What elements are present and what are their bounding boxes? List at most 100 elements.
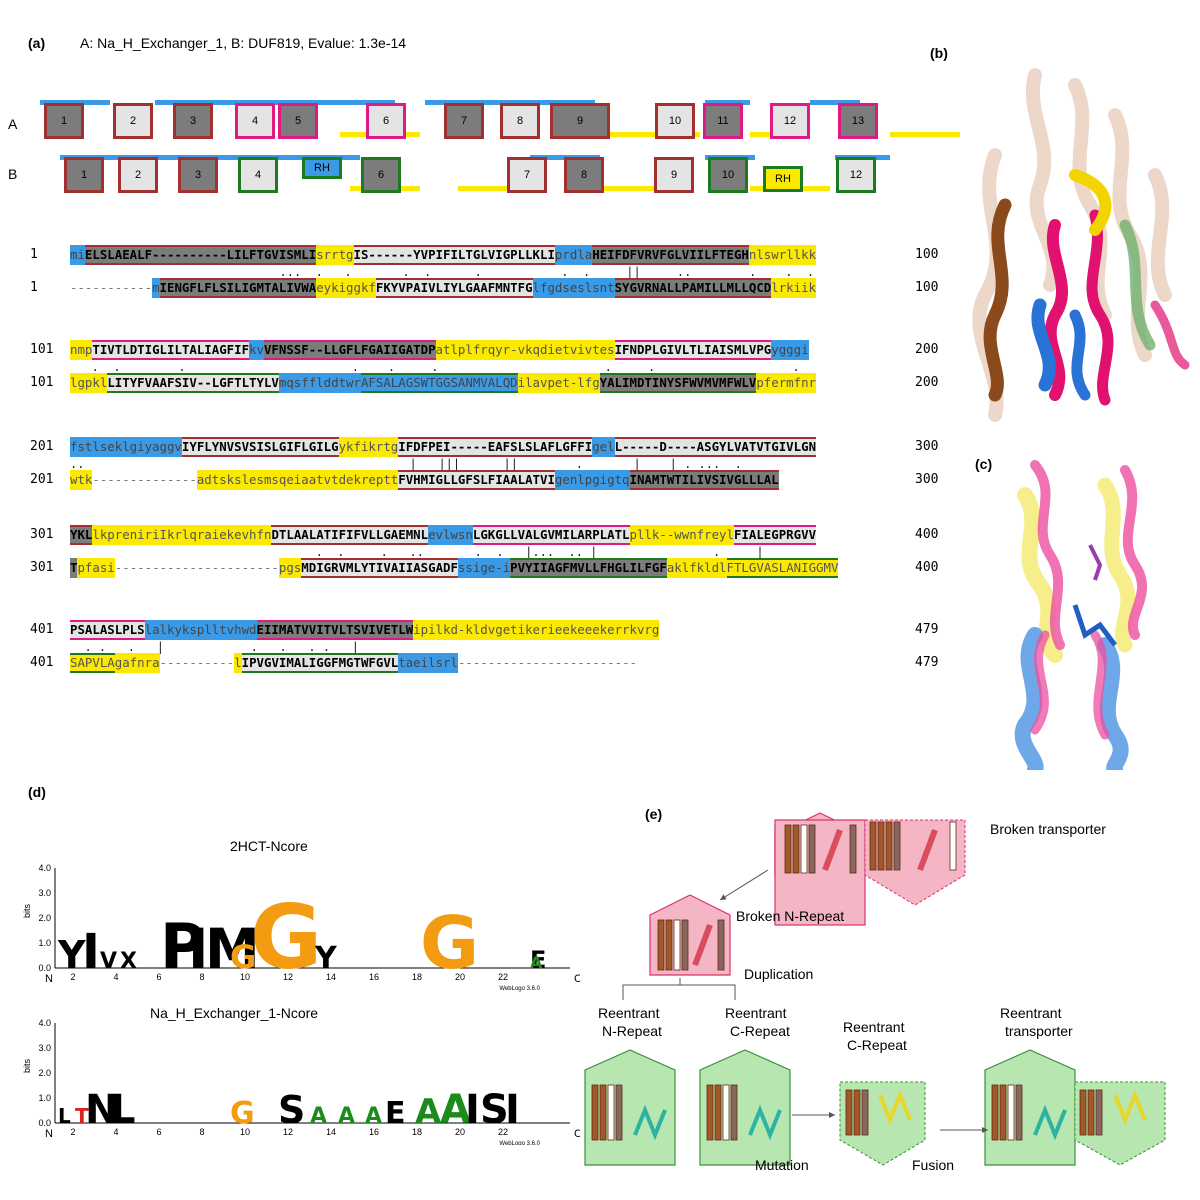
- sequence-b: SAPVLAgafnra----------lIPVGVIMALIGGFMGTW…: [70, 653, 637, 673]
- seq-start-number: 101: [30, 375, 54, 390]
- seq-end-number: 479: [915, 622, 939, 637]
- logo-xtick: 16: [369, 1127, 379, 1137]
- topo-b-helix-4: 4: [238, 157, 278, 193]
- seq-start-number: 301: [30, 560, 54, 575]
- sequence-segment: adtskslesmsqeiaatvtdekreptt: [196, 470, 399, 490]
- seq-start-number: 101: [30, 342, 54, 357]
- seq-start-number: 401: [30, 622, 54, 637]
- sequence-segment: HEIFDFVRVFGLVIILFTEGH: [592, 245, 749, 265]
- sequence-segment: ilavpet-lfg: [517, 373, 600, 393]
- topo-b-helix-8: 8: [564, 157, 604, 193]
- logo-xtick: 6: [156, 1127, 161, 1137]
- sequence-segment: nlswrllkk: [748, 245, 817, 265]
- logo-n-label: N: [45, 1128, 53, 1140]
- sequence-segment: pfasi: [77, 558, 115, 578]
- alignment-row-b: 301 Tpfasi----------------------pgsMDIGRV…: [30, 558, 960, 580]
- topo-a-line: [890, 132, 960, 137]
- topo-a-line: [705, 100, 750, 105]
- topo-a-helix-7: 7: [444, 103, 484, 139]
- sequence-segment: LGKGLLVALGVMILARPLATL: [472, 525, 630, 545]
- sequence-segment: SYGVRNALLPAMILLMLLQCD: [614, 278, 772, 298]
- logo-xtick: 4: [113, 972, 118, 982]
- logo-xtick: 14: [326, 1127, 336, 1137]
- panel-e-label: (e): [645, 806, 663, 822]
- logo-xtick: 10: [240, 972, 250, 982]
- logo-letter: I: [465, 1087, 480, 1133]
- logo-letter: E: [385, 1096, 406, 1131]
- panel-c-label: (c): [975, 456, 993, 472]
- logo-xtick: 16: [369, 972, 379, 982]
- topo-a-helix-10: 10: [655, 103, 695, 139]
- sequence-segment: EIIMATVVITVLTSVIVETLW: [256, 620, 414, 640]
- topo-b-line: [600, 186, 660, 191]
- alignment-row-b: 101 lgpklLITYFVAAFSIV--LGFTLTYLVmqsfflddt…: [30, 373, 960, 395]
- sequence-segment: FKYVPAIVLIYLGAAFMNTFG: [375, 278, 533, 298]
- logo-letter: G: [230, 938, 256, 976]
- sequence-b: Tpfasi----------------------pgsMDIGRVMLY…: [70, 558, 839, 578]
- seq-start-number: 1: [30, 280, 38, 295]
- logo-letter: L: [110, 1087, 136, 1133]
- logo-letter: T: [75, 1104, 89, 1128]
- topo-a-helix-1: 1: [44, 103, 84, 139]
- topo-b-helix-1: 1: [64, 157, 104, 193]
- alignment-match-line: .. | ||| || . | | . ... .: [70, 457, 742, 471]
- logo-xtick: 20: [455, 972, 465, 982]
- reentrant-c-repeat2-line1: Reentrant: [843, 1019, 905, 1035]
- logo-yaxis-label: bits: [22, 1058, 32, 1073]
- sequence-segment: -----------: [70, 280, 153, 295]
- sequence-segment: LITYFVAAFSIV--LGFTLTYLV: [107, 373, 279, 393]
- logo-letter: I: [188, 917, 208, 981]
- reentrant-c-repeat-line2: C-Repeat: [730, 1023, 790, 1039]
- logo-letter: A: [365, 1104, 382, 1129]
- sequence-segment: m: [152, 278, 160, 298]
- sequence-segment: INAMTWTILIVSIVGLLLAL: [629, 470, 779, 490]
- sequence-segment: lalkyksplltvhwd: [144, 620, 257, 640]
- topo-b-helix-3: 3: [178, 157, 218, 193]
- sequence-segment: kldvgetikerieekeeekerrkvrg: [465, 620, 660, 640]
- sequence-segment: mi: [70, 245, 85, 265]
- seq-end-number: 300: [915, 439, 939, 454]
- sequence-segment: pgs: [278, 558, 302, 578]
- alignment-row-a: 1 miELSLAEALF----------LILFTGVISMLIsrrtgI…: [30, 245, 960, 267]
- topo-a-helix-6: 6: [366, 103, 406, 139]
- sequence-segment: IYFLYNVSVSISLGIFLGILG: [181, 437, 339, 457]
- logo-letter: A: [338, 1104, 355, 1129]
- sequence-segment: IENGFLFLSILIGMTALIVWA: [159, 278, 317, 298]
- sequence-segment: ----------------------: [114, 560, 279, 575]
- topo-b-helix-2: 2: [118, 157, 158, 193]
- panel-d-label: (d): [28, 784, 46, 800]
- logo-ytick: 2.0: [38, 913, 51, 923]
- logo-letter: E: [530, 946, 546, 974]
- sequence-segment: IFNDPLGIVLTLIAISMLVPG: [614, 340, 772, 360]
- alignment-row-a: 301 YKLlkpreniriIkrlqraiekevhfnDTLAALATIF…: [30, 525, 960, 547]
- seq-end-number: 479: [915, 655, 939, 670]
- logo-letter: N: [85, 1087, 118, 1133]
- sequence-segment: ------------------------: [457, 655, 637, 670]
- sequence-segment: IFDFPEI-----EAFSLSLAFLGFFI: [398, 437, 593, 457]
- alignment-match-line: ... . . . . . . . || .. . . .: [70, 265, 815, 279]
- sequence-segment: atlplfrqyr-vkqdietvivtes: [435, 340, 615, 360]
- sequence-segment: lfgdseslsnt: [532, 278, 615, 298]
- logo-letter: S: [278, 1088, 305, 1132]
- topo-b-helix-rh2: RH: [763, 166, 803, 192]
- sequence-segment: kv: [249, 340, 264, 360]
- logo-ytick: 3.0: [38, 1043, 51, 1053]
- sequence-segment: fstlseklgiyaggv: [70, 437, 182, 457]
- logo-xtick: 4: [113, 1127, 118, 1137]
- sequence-segment: genlpgigtq: [554, 470, 630, 490]
- logo-ytick: 0.0: [38, 963, 51, 973]
- sequence-segment: FVHMIGLLGFSLFIAALATVI: [398, 470, 555, 490]
- sequence-segment: nmp: [70, 340, 93, 360]
- logo-n-label: N: [45, 973, 53, 985]
- sequence-segment: lrkiik: [771, 278, 817, 298]
- sequence-segment: ssige-i: [457, 558, 511, 578]
- sequence-segment: ipilkd-: [413, 620, 466, 640]
- sequence-b: -----------mIENGFLFLSILIGMTALIVWAeykiggk…: [70, 278, 817, 298]
- sequence-b: lgpklLITYFVAAFSIV--LGFTLTYLVmqsfflddtwrA…: [70, 373, 817, 393]
- seq-start-number: 201: [30, 472, 54, 487]
- topo-b-helix-10: 10: [708, 157, 748, 193]
- logo-xtick: 6: [156, 972, 161, 982]
- sequence-segment: lkpreniriIkrlqraiekevhfn: [92, 525, 272, 545]
- sequence-segment: pfermfnr: [756, 373, 817, 393]
- logo1-title: 2HCT-Ncore: [230, 838, 308, 854]
